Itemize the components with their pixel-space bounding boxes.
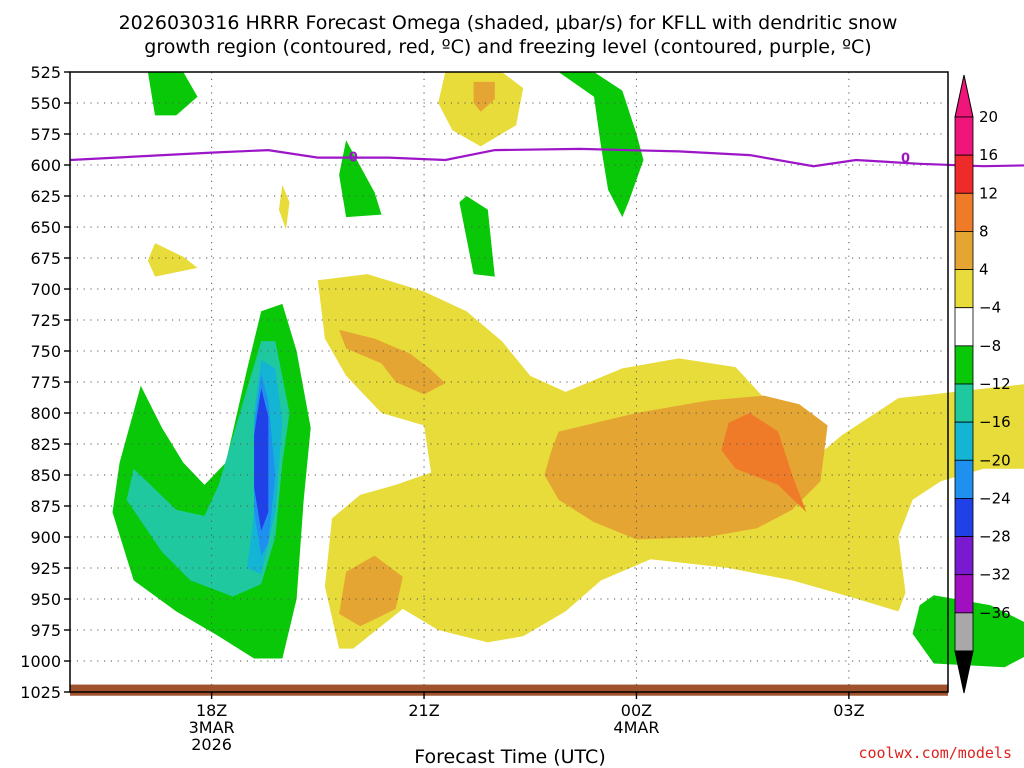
y-tick-label: 700 bbox=[30, 280, 61, 299]
colorbar-swatch bbox=[954, 116, 974, 156]
colorbar-label: −12 bbox=[979, 375, 1011, 393]
colorbar-swatch bbox=[954, 269, 974, 309]
colorbar-label: −20 bbox=[979, 451, 1011, 469]
y-tick-label: 800 bbox=[30, 404, 61, 423]
ground-band bbox=[70, 684, 948, 696]
colorbar-label: −16 bbox=[979, 413, 1011, 431]
colorbar-label: 20 bbox=[979, 108, 998, 126]
colorbar-label: −32 bbox=[979, 566, 1011, 584]
colorbar: 20 16 12 8 4 −4 −8 −12 −16 −20 −24 −28 −32 −36 bbox=[954, 74, 1011, 694]
colorbar-swatch bbox=[954, 612, 974, 652]
colorbar-label: 16 bbox=[979, 146, 998, 164]
colorbar-swatch bbox=[954, 345, 974, 385]
freezing-level-label: 0 bbox=[901, 152, 910, 167]
y-tick-label: 875 bbox=[30, 497, 61, 516]
y-tick-label: 950 bbox=[30, 590, 61, 609]
x-tick-label: 21Z bbox=[408, 701, 439, 720]
colorbar-label: 8 bbox=[979, 222, 989, 240]
y-tick-label: 575 bbox=[30, 125, 61, 144]
omega-region-orange-a bbox=[339, 329, 446, 395]
chart-title-line-2: growth region (contoured, red, ºC) and f… bbox=[144, 36, 871, 58]
x-tick-label: 2026 bbox=[191, 735, 232, 754]
colorbar-top-arrow bbox=[954, 74, 974, 118]
omega-region-orange-d bbox=[339, 555, 403, 627]
omega-region-warm-upper-core bbox=[473, 81, 495, 112]
x-axis: 18Z3MAR202621Z00Z4MAR03Z06Z09Z bbox=[189, 692, 865, 754]
y-tick-label: 775 bbox=[30, 373, 61, 392]
x-tick-label: 00Z bbox=[621, 701, 652, 720]
omega-region-blue-core bbox=[254, 388, 269, 531]
freezing-level-label: 0 bbox=[349, 150, 358, 165]
omega-region-teal-left-lower bbox=[126, 341, 290, 597]
y-tick-label: 625 bbox=[30, 187, 61, 206]
colorbar-label: −36 bbox=[979, 604, 1011, 622]
y-tick-label: 975 bbox=[30, 621, 61, 640]
y-tick-label: 1025 bbox=[20, 683, 61, 702]
y-tick-label: 925 bbox=[30, 559, 61, 578]
colorbar-swatch bbox=[954, 536, 974, 576]
colorbar-swatch bbox=[954, 192, 974, 232]
x-tick-label: 03Z bbox=[833, 701, 864, 720]
colorbar-swatch bbox=[954, 154, 974, 194]
x-tick-label: 4MAR bbox=[613, 718, 659, 737]
y-tick-label: 850 bbox=[30, 466, 61, 485]
omega-region-warm-small-b bbox=[147, 243, 198, 277]
x-tick-label: 18Z bbox=[196, 701, 227, 720]
colorbar-label: −28 bbox=[979, 528, 1011, 546]
colorbar-bottom-arrow bbox=[954, 650, 974, 694]
freezing-level-line bbox=[69, 147, 1024, 168]
y-tick-label: 600 bbox=[30, 156, 61, 175]
chart-title-line-1: 2026030316 HRRR Forecast Omega (shaded, … bbox=[119, 12, 898, 34]
colorbar-swatch bbox=[954, 459, 974, 499]
y-tick-label: 725 bbox=[30, 311, 61, 330]
x-tick-label: 3MAR bbox=[189, 718, 235, 737]
y-tick-label: 825 bbox=[30, 435, 61, 454]
y-tick-label: 900 bbox=[30, 528, 61, 547]
colorbar-swatch bbox=[954, 574, 974, 614]
omega-region-green-mid-small bbox=[459, 196, 495, 277]
colorbar-label: 12 bbox=[979, 184, 998, 202]
y-tick-label: 1000 bbox=[20, 652, 61, 671]
y-tick-label: 650 bbox=[30, 218, 61, 237]
colorbar-swatch bbox=[954, 498, 974, 537]
colorbar-label: −8 bbox=[979, 337, 1001, 355]
omega-region-green-upper-right bbox=[558, 72, 644, 218]
y-axis: 525 550 575 600 625 650 675 700 725 750 775 800 825 8… bbox=[20, 63, 70, 702]
y-tick-label: 550 bbox=[30, 94, 61, 113]
omega-region-green-upper-left bbox=[147, 72, 198, 116]
colorbar-label: −24 bbox=[979, 489, 1011, 507]
colorbar-swatch bbox=[954, 307, 974, 347]
colorbar-label: 4 bbox=[979, 261, 989, 279]
colorbar-label: −4 bbox=[979, 299, 1001, 317]
y-tick-label: 675 bbox=[30, 249, 61, 268]
colorbar-swatch bbox=[954, 383, 974, 423]
omega-region-orange-c bbox=[721, 413, 807, 513]
y-tick-label: 750 bbox=[30, 342, 61, 361]
colorbar-swatch bbox=[954, 231, 974, 270]
y-tick-label: 525 bbox=[30, 63, 61, 82]
watermark: coolwx.com/models bbox=[858, 744, 1012, 762]
x-axis-label: Forecast Time (UTC) bbox=[414, 746, 605, 768]
colorbar-swatch bbox=[954, 421, 974, 461]
omega-region-green-upper-mid bbox=[339, 140, 382, 218]
